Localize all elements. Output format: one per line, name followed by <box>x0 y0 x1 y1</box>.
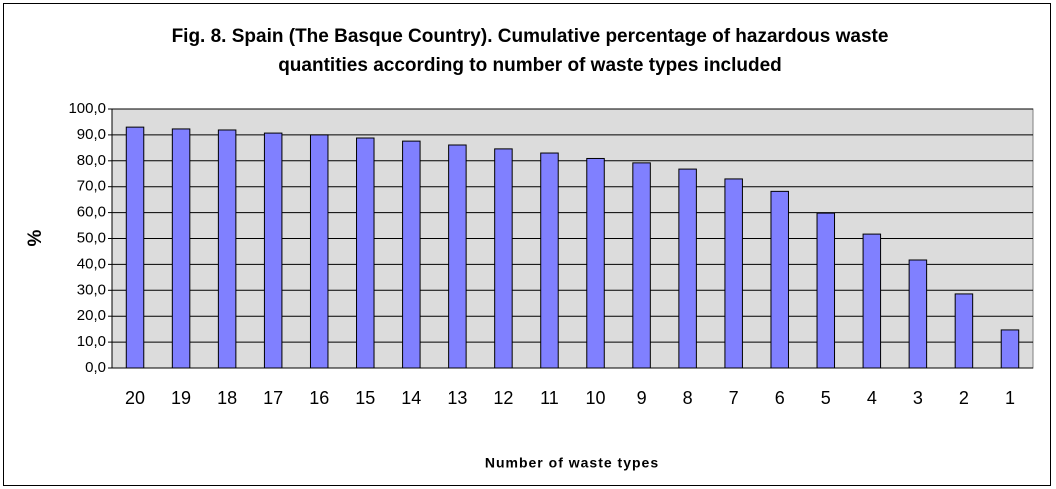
y-tick-label: 50,0 <box>77 229 106 246</box>
bar <box>217 129 237 369</box>
x-tick-label: 11 <box>540 388 559 408</box>
bar <box>770 190 789 369</box>
bar <box>494 148 513 369</box>
x-tick-label: 8 <box>683 388 693 408</box>
bar <box>862 233 882 369</box>
y-tick-label: 80,0 <box>77 152 106 169</box>
x-tick-label: 14 <box>401 388 421 408</box>
bar <box>908 259 928 369</box>
y-tick-label: 70,0 <box>77 178 106 195</box>
x-tick-label: 4 <box>867 388 877 408</box>
x-axis-label: Number of waste types <box>485 455 659 471</box>
bar <box>678 168 697 369</box>
bar <box>448 144 467 369</box>
bar <box>632 162 651 369</box>
y-tick-label: 90,0 <box>77 126 106 143</box>
y-tick-label: 60,0 <box>77 204 106 221</box>
x-tick-label: 12 <box>493 388 513 408</box>
y-axis-label: % <box>25 229 46 246</box>
x-tick-label: 6 <box>775 388 785 408</box>
x-tick-label: 17 <box>263 388 283 408</box>
x-tick-label: 19 <box>171 388 191 408</box>
bar <box>1000 329 1020 369</box>
y-tick-label: 30,0 <box>77 281 106 298</box>
bar <box>586 157 605 369</box>
x-tick-label: 20 <box>125 388 145 408</box>
x-tick-label: 10 <box>586 388 606 408</box>
y-tick-label: 20,0 <box>77 307 106 324</box>
bar <box>402 140 421 369</box>
chart-title: Fig. 8. Spain (The Basque Country). Cumu… <box>171 26 889 76</box>
x-tick-label: 5 <box>821 388 831 408</box>
y-tick-label: 0,0 <box>85 359 106 376</box>
x-tick-label: 18 <box>217 388 237 408</box>
x-tick-label: 1 <box>1005 388 1015 408</box>
bar <box>816 212 836 369</box>
x-tick-label: 9 <box>637 388 647 408</box>
bar <box>263 132 283 369</box>
bar <box>171 128 191 369</box>
y-tick-label: 100,0 <box>68 100 106 117</box>
y-tick-label: 40,0 <box>77 255 106 272</box>
x-tick-label: 16 <box>309 388 329 408</box>
x-tick-label: 13 <box>447 388 467 408</box>
bar <box>954 293 974 369</box>
bar <box>724 178 743 369</box>
bar <box>125 126 145 369</box>
bar <box>309 134 329 369</box>
y-tick-label: 10,0 <box>77 333 106 350</box>
x-tick-label: 15 <box>355 388 375 408</box>
x-tick-label: 2 <box>959 388 969 408</box>
bar <box>356 137 375 369</box>
bar <box>540 152 559 369</box>
x-tick-label: 7 <box>729 388 739 408</box>
x-tick-label: 3 <box>913 388 923 408</box>
